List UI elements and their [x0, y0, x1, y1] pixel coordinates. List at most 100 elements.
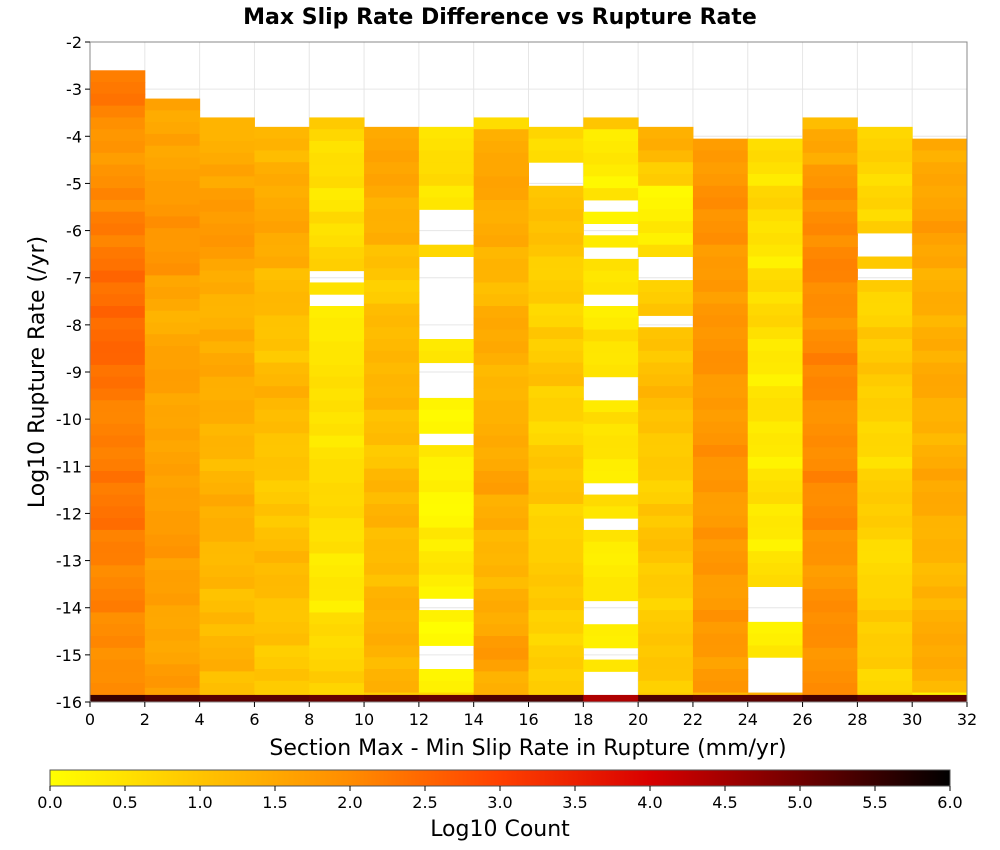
heatmap-cell	[199, 494, 255, 507]
heatmap-cell	[364, 657, 420, 670]
heatmap-cell	[144, 487, 201, 500]
heatmap-cell	[199, 317, 255, 331]
heatmap-cell	[364, 185, 420, 199]
heatmap-cell	[418, 492, 475, 505]
heatmap-cell	[309, 129, 365, 142]
heatmap-cell-bottom	[692, 694, 749, 702]
heatmap-cell	[912, 315, 968, 328]
heatmap-cell	[144, 405, 201, 418]
heatmap-cell	[802, 447, 858, 460]
heatmap-cell	[583, 553, 639, 566]
x-tick-label: 2	[140, 710, 150, 729]
heatmap-cell	[309, 671, 365, 684]
heatmap-cell	[309, 341, 365, 354]
heatmap-cell	[857, 280, 913, 293]
heatmap-cell	[638, 397, 694, 411]
heatmap-cell	[802, 317, 858, 331]
heatmap-cell	[912, 362, 968, 375]
y-tick-label: -3	[66, 80, 82, 99]
heatmap-cell	[90, 683, 146, 696]
heatmap-cell	[254, 598, 310, 611]
x-tick-label: 22	[683, 710, 703, 729]
heatmap-cell	[692, 327, 749, 340]
heatmap-cell	[418, 445, 475, 458]
heatmap-cell	[692, 433, 749, 446]
heatmap-cell	[364, 551, 420, 564]
heatmap-cell	[473, 482, 529, 496]
colorbar-tick-label: 6.0	[937, 793, 962, 812]
heatmap-cell	[309, 353, 365, 366]
heatmap-cell	[912, 386, 968, 399]
heatmap-cell	[857, 610, 913, 623]
heatmap-cell	[364, 433, 420, 446]
heatmap-cell	[90, 188, 146, 201]
heatmap-cell	[802, 624, 858, 637]
heatmap-cell	[254, 456, 310, 470]
heatmap-cell	[912, 280, 968, 293]
heatmap-cell	[144, 98, 201, 111]
heatmap-cell	[802, 506, 858, 519]
heatmap-cell	[583, 258, 639, 272]
heatmap-cell	[912, 492, 968, 505]
heatmap-cell	[692, 492, 749, 505]
heatmap-cell	[418, 409, 475, 422]
heatmap-cell	[528, 185, 584, 199]
heatmap-cell	[528, 586, 584, 599]
heatmap-cell	[857, 527, 913, 540]
heatmap-cell	[912, 574, 968, 587]
heatmap-cell	[144, 110, 201, 123]
heatmap-cell	[144, 640, 201, 653]
heatmap-cell	[747, 303, 804, 316]
heatmap-cell-bottom	[802, 694, 858, 702]
heatmap-cell	[364, 268, 420, 281]
heatmap-cell	[90, 600, 146, 613]
heatmap-cell	[528, 610, 584, 623]
colorbar-ticks: 0.0 0.5 1.0 1.5 2.0 2.5 3.0 3.5 4.0 4.5 5.0 5.5 6.0	[37, 786, 963, 812]
heatmap-cell	[309, 435, 365, 448]
heatmap-cell	[473, 341, 529, 354]
heatmap-cell	[528, 468, 584, 481]
heatmap-cell	[90, 659, 146, 672]
heatmap-cell	[912, 185, 968, 199]
heatmap-cell	[747, 433, 804, 446]
heatmap-cell	[254, 669, 310, 682]
x-axis-label: Section Max - Min Slip Rate in Rupture (…	[269, 736, 786, 761]
chart-title: Max Slip Rate Difference vs Rupture Rate	[243, 5, 757, 30]
heatmap-cell	[638, 445, 694, 458]
heatmap-cell	[90, 258, 146, 272]
heatmap-cell	[364, 386, 420, 399]
heatmap-cell	[199, 376, 255, 389]
x-tick-label: 4	[195, 710, 205, 729]
heatmap-cell	[857, 492, 913, 505]
heatmap-cell	[90, 553, 146, 566]
heatmap-cell	[747, 244, 804, 257]
heatmap-cell	[638, 562, 694, 576]
heatmap-cell	[254, 162, 310, 175]
heatmap-cell	[364, 327, 420, 340]
heatmap-cell	[747, 374, 804, 387]
heatmap-cell	[364, 409, 420, 422]
heatmap-cell	[254, 409, 310, 422]
heatmap-cell	[912, 468, 968, 481]
heatmap-cell	[90, 164, 146, 177]
heatmap-cell	[309, 482, 365, 496]
heatmap-cell	[309, 647, 365, 661]
heatmap-cell	[309, 364, 365, 378]
y-tick-label: -12	[56, 504, 82, 523]
heatmap-cell	[583, 341, 639, 354]
heatmap-cell	[802, 435, 858, 448]
heatmap-cell	[364, 468, 420, 481]
heatmap-cell	[747, 138, 804, 151]
heatmap-cell	[528, 574, 584, 587]
heatmap-cell	[364, 362, 420, 375]
heatmap-cell	[912, 562, 968, 576]
heatmap-cell-bottom	[583, 694, 639, 702]
heatmap-cell	[90, 565, 146, 578]
heatmap-cell	[90, 199, 146, 213]
heatmap-cell	[747, 315, 804, 328]
heatmap-cell	[254, 433, 310, 446]
heatmap-cell	[857, 598, 913, 611]
heatmap-cell	[912, 397, 968, 411]
heatmap-cell	[583, 353, 639, 366]
heatmap-cell	[199, 211, 255, 224]
